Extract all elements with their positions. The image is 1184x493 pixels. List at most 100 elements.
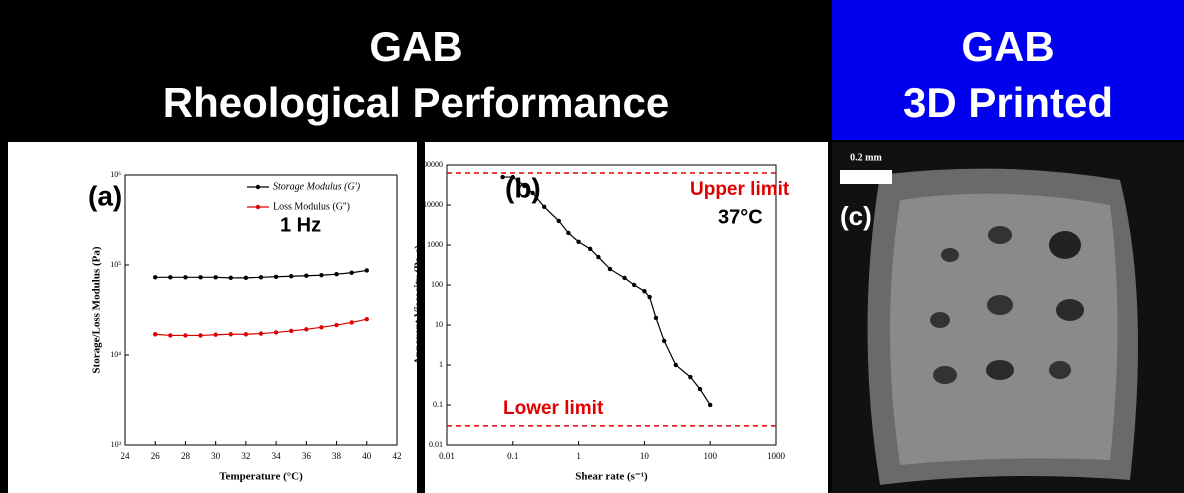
data-point — [183, 275, 187, 279]
y-tick-label: 10⁵ — [110, 260, 121, 269]
data-point — [244, 276, 248, 280]
data-point — [576, 240, 580, 244]
x-tick-label: 28 — [181, 451, 191, 461]
y-tick-label: 0.01 — [429, 440, 443, 449]
legend-label: Storage Modulus (G') — [273, 181, 361, 192]
data-point — [654, 316, 658, 320]
data-point — [662, 339, 666, 343]
x-tick-label: 38 — [332, 451, 342, 461]
data-point — [153, 275, 157, 279]
legend-marker — [256, 205, 260, 209]
data-point — [608, 267, 612, 271]
data-point — [334, 323, 338, 327]
data-point — [229, 332, 233, 336]
data-point — [229, 276, 233, 280]
data-point — [244, 332, 248, 336]
data-point — [647, 295, 651, 299]
data-point — [213, 333, 217, 337]
data-point — [530, 191, 534, 195]
x-tick-label: 36 — [302, 451, 312, 461]
data-point — [274, 330, 278, 334]
y-tick-label: 1 — [439, 360, 443, 369]
scale-bar-label: 0.2 mm — [850, 152, 882, 163]
photo — [832, 142, 1184, 493]
data-point — [588, 247, 592, 251]
data-point — [168, 333, 172, 337]
y-tick-label: 0.1 — [433, 400, 443, 409]
data-point — [259, 275, 263, 279]
x-tick-label: 0.1 — [507, 451, 518, 461]
legend-label: Loss Modulus (G'') — [273, 201, 350, 212]
data-point — [349, 320, 353, 324]
data-point — [632, 283, 636, 287]
header-subtitle: Rheological Performance — [163, 79, 669, 126]
data-point — [198, 275, 202, 279]
data-point — [304, 327, 308, 331]
data-point — [708, 403, 712, 407]
x-axis-label: Shear rate (s⁻¹) — [575, 471, 648, 483]
y-tick-label: 100000 — [419, 160, 443, 169]
x-axis-label: Temperature (°C) — [219, 471, 303, 483]
figure: GAB Rheological Performance GAB 3D Print… — [0, 0, 1184, 493]
data-point — [289, 329, 293, 333]
x-tick-label: 40 — [362, 451, 372, 461]
data-point — [642, 289, 646, 293]
y-tick-label: 10³ — [111, 440, 122, 449]
data-point — [289, 274, 293, 278]
data-point — [259, 331, 263, 335]
y-tick-label: 10 — [435, 320, 443, 329]
data-point — [153, 332, 157, 336]
data-point — [304, 274, 308, 278]
legend-marker — [256, 185, 260, 189]
x-tick-label: 34 — [272, 451, 282, 461]
data-point — [566, 231, 570, 235]
header-title: GAB — [961, 23, 1054, 70]
data-point — [522, 184, 526, 188]
data-point — [698, 387, 702, 391]
y-tick-label: 100 — [431, 280, 443, 289]
data-point — [688, 375, 692, 379]
x-tick-label: 10 — [640, 451, 650, 461]
data-point — [183, 333, 187, 337]
data-point — [622, 276, 626, 280]
data-point — [596, 255, 600, 259]
data-point — [516, 179, 520, 183]
x-tick-label: 0.01 — [439, 451, 455, 461]
panel — [8, 142, 417, 493]
x-tick-label: 32 — [241, 451, 250, 461]
data-point — [365, 268, 369, 272]
x-tick-label: 30 — [211, 451, 221, 461]
data-point — [198, 333, 202, 337]
data-point — [213, 275, 217, 279]
annotation: 1 Hz — [280, 214, 321, 236]
x-tick-label: 26 — [151, 451, 161, 461]
data-point — [349, 271, 353, 275]
annotation: (a) — [88, 180, 122, 211]
data-point — [319, 325, 323, 329]
y-tick-label: 1000 — [427, 240, 443, 249]
y-tick-label: 10⁶ — [110, 170, 121, 179]
y-axis-label: Apparent Viscosity (Pa·s) — [413, 245, 425, 365]
panel-label: (c) — [840, 201, 872, 231]
data-point — [542, 205, 546, 209]
y-axis-label: Storage/Loss Modulus (Pa) — [91, 246, 103, 373]
data-point — [557, 219, 561, 223]
x-tick-label: 1 — [576, 451, 581, 461]
annotation: 37°C — [718, 206, 763, 228]
header-title: GAB — [369, 23, 462, 70]
reference-label: Lower limit — [503, 398, 604, 419]
x-tick-label: 42 — [393, 451, 402, 461]
data-point — [334, 272, 338, 276]
y-tick-label: 10⁴ — [110, 350, 121, 359]
x-tick-label: 24 — [121, 451, 131, 461]
header-subtitle: 3D Printed — [903, 79, 1113, 126]
data-point — [674, 363, 678, 367]
data-point — [319, 273, 323, 277]
data-point — [168, 275, 172, 279]
data-point — [365, 317, 369, 321]
x-tick-label: 1000 — [767, 451, 786, 461]
y-tick-label: 10000 — [423, 200, 443, 209]
data-point — [511, 175, 515, 179]
x-tick-label: 100 — [703, 451, 717, 461]
data-point — [500, 175, 504, 179]
